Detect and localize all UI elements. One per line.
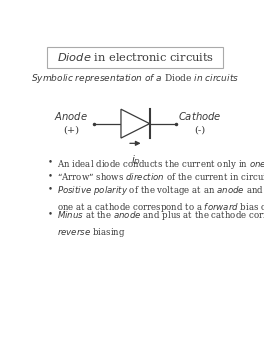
Text: •: •: [47, 209, 52, 218]
Text: $\mathit{Diode}$ in electronic circuits: $\mathit{Diode}$ in electronic circuits: [57, 51, 214, 63]
Text: •: •: [47, 158, 52, 167]
Text: “Arrow” shows $\it{direction}$ of the current in circuit: “Arrow” shows $\it{direction}$ of the cu…: [56, 171, 264, 182]
Text: (+): (+): [63, 126, 79, 135]
Text: $\it{Minus}$ at the $\it{anode}$ and plus at the cathode correspond to
$\it{reve: $\it{Minus}$ at the $\it{anode}$ and plu…: [56, 209, 264, 239]
Text: •: •: [47, 184, 52, 193]
FancyBboxPatch shape: [47, 47, 223, 69]
Text: $\mathit{Anode}$: $\mathit{Anode}$: [54, 110, 88, 122]
Text: •: •: [47, 171, 52, 180]
Text: $\it{Positive}$ $\it{polarity}$ of the voltage at an $\it{anode}$ and negative
o: $\it{Positive}$ $\it{polarity}$ of the v…: [56, 184, 264, 214]
Text: $\it{Symbolic\ representation\ of\ a}$ Diode $\it{in\ circuits}$: $\it{Symbolic\ representation\ of\ a}$ D…: [31, 72, 239, 85]
Text: (-): (-): [194, 126, 205, 135]
Text: $i_D$: $i_D$: [131, 153, 142, 167]
Text: $\mathit{Cathode}$: $\mathit{Cathode}$: [178, 110, 221, 122]
Text: An ideal diode conducts the current only in $\it{one}$ $\it{direction}$: An ideal diode conducts the current only…: [56, 158, 264, 171]
Polygon shape: [121, 109, 150, 138]
